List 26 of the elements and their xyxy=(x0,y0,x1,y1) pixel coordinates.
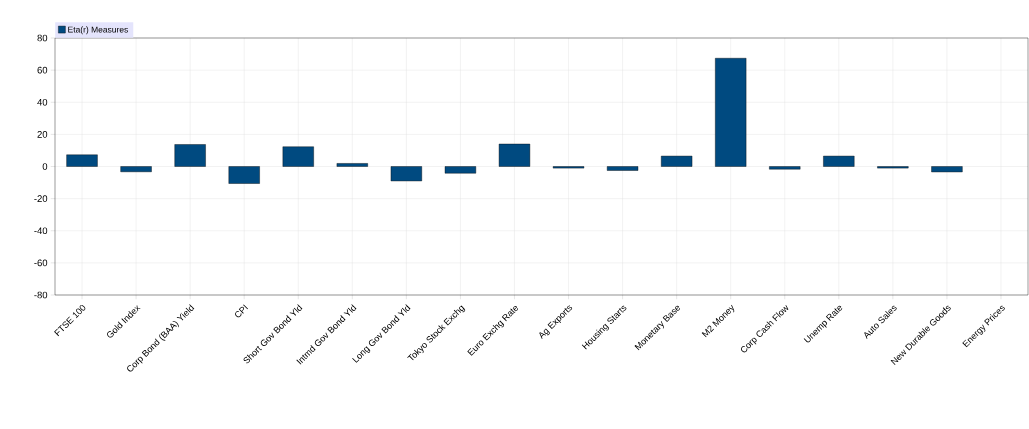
y-tick-label: -20 xyxy=(34,195,48,202)
bar xyxy=(120,166,152,172)
bar xyxy=(174,144,206,167)
y-tick-label: 0 xyxy=(42,163,48,170)
bar xyxy=(823,155,855,167)
y-tick-label: -40 xyxy=(34,227,48,235)
bar xyxy=(769,166,801,170)
y-tick-label: 40 xyxy=(37,98,48,106)
y-tick-label: 60 xyxy=(37,66,48,74)
y-tick-label: -60 xyxy=(34,259,48,267)
y-tick-label: 80 xyxy=(37,34,48,42)
bar xyxy=(228,166,260,184)
legend-label: Eta(r) Measures xyxy=(68,26,128,35)
bar xyxy=(661,155,693,167)
bar xyxy=(336,163,368,167)
y-tick-label: -80 xyxy=(34,291,48,299)
bar xyxy=(606,166,639,171)
bar xyxy=(931,166,963,173)
bar xyxy=(390,166,422,182)
y-tick-label: 20 xyxy=(37,131,48,138)
bar xyxy=(498,143,531,167)
x-tick-label: CPI xyxy=(235,304,249,318)
bar xyxy=(444,166,477,174)
bar xyxy=(66,154,98,167)
bar xyxy=(282,146,314,167)
bar xyxy=(715,58,747,167)
